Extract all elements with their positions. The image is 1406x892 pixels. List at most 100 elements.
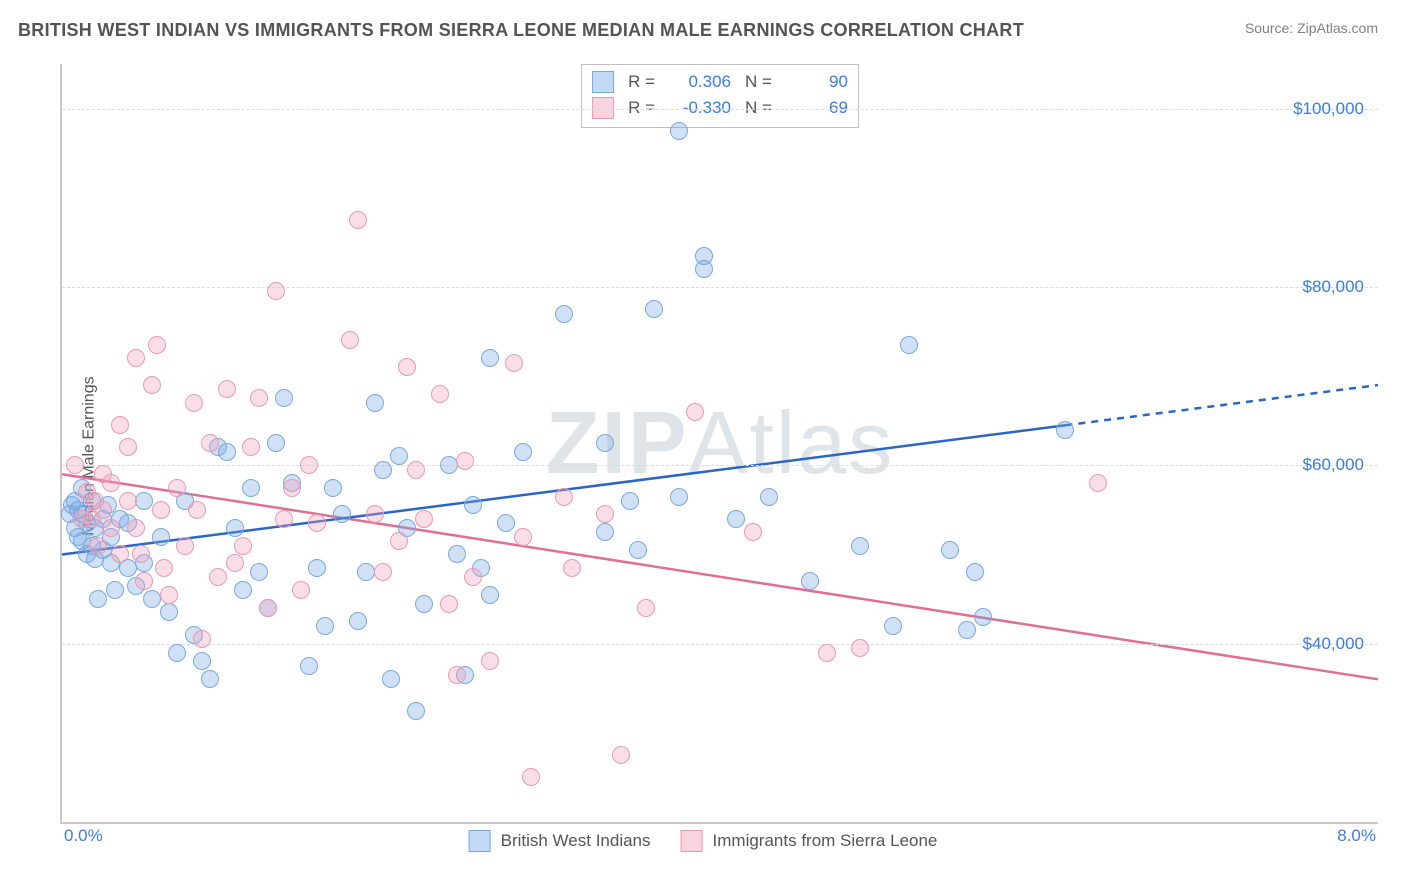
scatter-point-pink [275, 510, 293, 528]
scatter-point-pink [555, 488, 573, 506]
y-tick-label: $100,000 [1293, 99, 1364, 119]
scatter-point-blue [193, 652, 211, 670]
scatter-point-pink [176, 537, 194, 555]
scatter-point-blue [464, 496, 482, 514]
stats-legend: R = 0.306 N = 90 R = -0.330 N = 69 [581, 64, 859, 128]
legend-blue: British West Indians [469, 830, 651, 852]
scatter-point-pink [744, 523, 762, 541]
scatter-point-pink [259, 599, 277, 617]
scatter-point-pink [456, 452, 474, 470]
scatter-point-pink [143, 376, 161, 394]
scatter-point-pink [127, 519, 145, 537]
scatter-point-blue [497, 514, 515, 532]
scatter-point-blue [670, 122, 688, 140]
scatter-point-blue [448, 545, 466, 563]
scatter-point-pink [148, 336, 166, 354]
scatter-point-blue [481, 586, 499, 604]
scatter-point-blue [218, 443, 236, 461]
watermark-a: ZIP [546, 393, 689, 492]
scatter-point-pink [308, 514, 326, 532]
scatter-point-pink [209, 568, 227, 586]
scatter-point-blue [555, 305, 573, 323]
scatter-point-pink [267, 282, 285, 300]
scatter-point-blue [801, 572, 819, 590]
scatter-point-pink [111, 545, 129, 563]
scatter-point-pink [193, 630, 211, 648]
scatter-point-pink [102, 519, 120, 537]
scatter-point-pink [612, 746, 630, 764]
scatter-point-pink [283, 479, 301, 497]
swatch-blue [592, 71, 614, 93]
scatter-point-pink [132, 545, 150, 563]
scatter-point-blue [670, 488, 688, 506]
scatter-point-blue [267, 434, 285, 452]
scatter-point-blue [966, 563, 984, 581]
legend-pink: Immigrants from Sierra Leone [681, 830, 938, 852]
scatter-point-pink [135, 572, 153, 590]
scatter-point-blue [143, 590, 161, 608]
scatter-point-pink [374, 563, 392, 581]
scatter-point-blue [349, 612, 367, 630]
scatter-point-pink [152, 501, 170, 519]
scatter-point-blue [382, 670, 400, 688]
scatter-point-pink [94, 501, 112, 519]
scatter-point-pink [185, 394, 203, 412]
scatter-point-blue [374, 461, 392, 479]
scatter-point-blue [596, 434, 614, 452]
scatter-point-pink [366, 505, 384, 523]
scatter-point-blue [89, 590, 107, 608]
scatter-point-pink [415, 510, 433, 528]
scatter-point-pink [514, 528, 532, 546]
scatter-point-blue [481, 349, 499, 367]
scatter-point-pink [407, 461, 425, 479]
scatter-point-pink [481, 652, 499, 670]
gridline [62, 644, 1378, 645]
scatter-point-blue [440, 456, 458, 474]
chart-title: BRITISH WEST INDIAN VS IMMIGRANTS FROM S… [18, 20, 1024, 41]
scatter-point-pink [66, 456, 84, 474]
scatter-point-pink [111, 416, 129, 434]
scatter-point-pink [522, 768, 540, 786]
stats-n-blue: 90 [786, 72, 848, 92]
scatter-point-blue [727, 510, 745, 528]
scatter-point-blue [324, 479, 342, 497]
scatter-point-pink [818, 644, 836, 662]
stats-n-label: N = [745, 72, 772, 92]
scatter-point-pink [155, 559, 173, 577]
scatter-point-pink [464, 568, 482, 586]
scatter-point-blue [1056, 421, 1074, 439]
trend-line-blue-dashed [1065, 385, 1378, 425]
chart-header: BRITISH WEST INDIAN VS IMMIGRANTS FROM S… [0, 0, 1406, 49]
scatter-point-blue [226, 519, 244, 537]
chart-area: Median Male Earnings ZIPAtlas R = 0.306 … [18, 56, 1388, 856]
scatter-point-pink [127, 349, 145, 367]
x-tick-min: 0.0% [64, 826, 103, 846]
scatter-point-pink [300, 456, 318, 474]
scatter-point-blue [851, 537, 869, 555]
scatter-point-blue [168, 644, 186, 662]
swatch-pink-bottom [681, 830, 703, 852]
scatter-point-pink [431, 385, 449, 403]
scatter-point-blue [621, 492, 639, 510]
scatter-point-blue [900, 336, 918, 354]
scatter-point-pink [440, 595, 458, 613]
x-tick-max: 8.0% [1337, 826, 1376, 846]
scatter-point-pink [349, 211, 367, 229]
gridline [62, 287, 1378, 288]
scatter-point-pink [505, 354, 523, 372]
scatter-point-blue [390, 447, 408, 465]
scatter-point-blue [316, 617, 334, 635]
scatter-point-pink [188, 501, 206, 519]
scatter-point-pink [119, 492, 137, 510]
scatter-point-blue [135, 492, 153, 510]
bottom-legend: British West Indians Immigrants from Sie… [469, 830, 938, 852]
scatter-point-pink [160, 586, 178, 604]
scatter-point-pink [119, 438, 137, 456]
y-tick-label: $80,000 [1303, 277, 1364, 297]
y-tick-label: $40,000 [1303, 634, 1364, 654]
watermark-b: Atlas [689, 393, 895, 492]
scatter-point-blue [275, 389, 293, 407]
scatter-point-pink [686, 403, 704, 421]
scatter-point-pink [390, 532, 408, 550]
scatter-point-pink [851, 639, 869, 657]
